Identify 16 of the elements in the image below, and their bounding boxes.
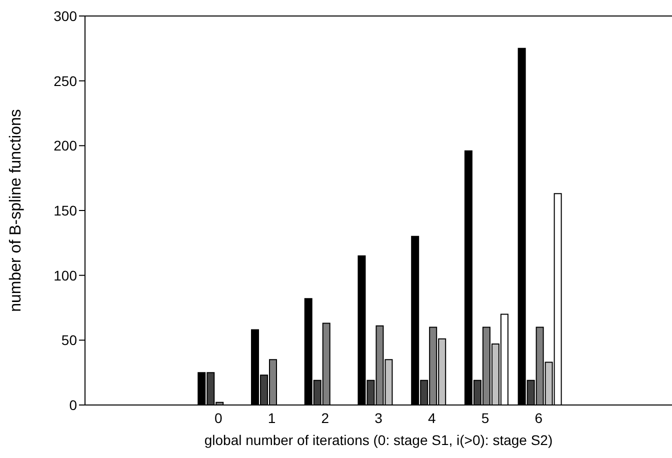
y-tick-label: 50: [61, 332, 78, 348]
x-tick-label: 2: [321, 410, 330, 426]
x-tick-label: 4: [428, 410, 436, 426]
x-tick-label: 1: [268, 410, 276, 426]
y-tick-label: 250: [54, 72, 78, 89]
y-tick-label: 300: [54, 8, 78, 24]
x-tick-label: 6: [534, 410, 543, 426]
x-tick-label: 3: [374, 410, 383, 426]
y-tick-label: 0: [69, 396, 78, 413]
y-tick-label: 200: [54, 138, 78, 154]
y-axis-title: number of B-spline functions: [8, 109, 25, 312]
y-tick-label: 100: [54, 267, 78, 284]
x-tick-label: 5: [481, 410, 490, 426]
x-tick-label: 0: [214, 410, 223, 426]
x-axis-title: global number of iterations (0: stage S1, i(>0): stage S2): [204, 432, 553, 448]
y-tick-label: 150: [54, 202, 78, 218]
